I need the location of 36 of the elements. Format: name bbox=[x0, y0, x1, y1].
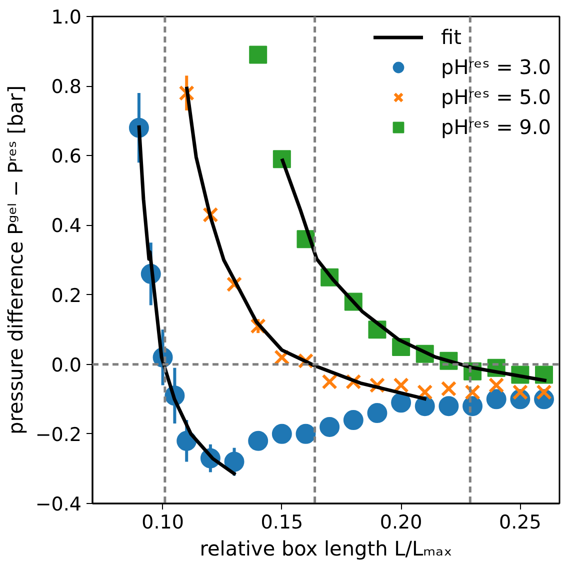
legend-label: pHʳᵉˢ = 9.0 bbox=[441, 115, 551, 139]
point bbox=[320, 416, 340, 437]
point bbox=[393, 377, 409, 394]
x-tick-label: 0.20 bbox=[380, 512, 422, 534]
y-tick-label: 0.8 bbox=[51, 76, 82, 98]
point bbox=[224, 452, 244, 472]
y-tick-label: −0.4 bbox=[35, 494, 82, 516]
point bbox=[414, 396, 435, 416]
point bbox=[391, 392, 412, 413]
point bbox=[417, 384, 433, 400]
point bbox=[464, 384, 480, 400]
point bbox=[367, 403, 388, 424]
point bbox=[248, 430, 268, 451]
legend-label: pHʳᵉˢ = 3.0 bbox=[441, 55, 551, 79]
point bbox=[296, 424, 316, 444]
point bbox=[438, 396, 459, 416]
y-tick-label: 0.0 bbox=[51, 354, 82, 376]
point bbox=[322, 374, 338, 390]
y-tick-label: 0.4 bbox=[51, 215, 82, 238]
x-tick-label: 0.25 bbox=[499, 512, 542, 534]
y-tick-label: 0.6 bbox=[51, 146, 82, 168]
x-tick-label: 0.15 bbox=[260, 512, 304, 534]
legend-label: pHʳᵉˢ = 5.0 bbox=[441, 85, 551, 109]
point bbox=[488, 377, 504, 394]
point bbox=[343, 410, 364, 430]
point bbox=[272, 424, 292, 444]
legend-label: fit bbox=[441, 25, 462, 49]
y-axis-title: pressure difference Pᵍᵉˡ − Pʳᵉˢ [bar] bbox=[3, 86, 28, 434]
point bbox=[249, 46, 268, 64]
point bbox=[486, 389, 506, 410]
y-tick-label: 1.0 bbox=[51, 6, 82, 28]
x-tick-label: 0.10 bbox=[142, 512, 184, 534]
y-tick-label: 0.2 bbox=[51, 284, 82, 307]
x-axis-title: relative box length L/Lₘₐₓ bbox=[200, 536, 452, 560]
y-tick-label: −0.2 bbox=[35, 424, 82, 446]
point bbox=[440, 380, 457, 397]
